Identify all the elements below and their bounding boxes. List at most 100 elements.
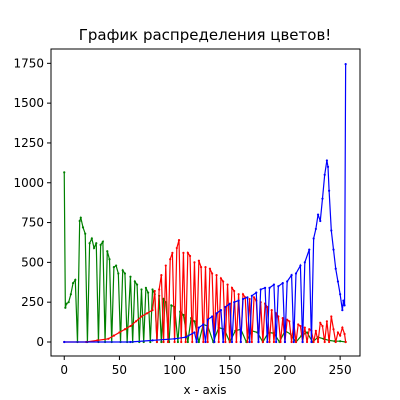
y-tick-label: 1000 bbox=[13, 176, 44, 190]
data-point bbox=[173, 337, 176, 340]
data-point bbox=[344, 340, 347, 344]
data-point bbox=[261, 340, 264, 344]
data-point bbox=[117, 272, 120, 275]
data-point bbox=[279, 340, 282, 344]
data-point bbox=[164, 264, 167, 267]
data-point bbox=[266, 305, 269, 309]
data-point bbox=[277, 315, 280, 318]
data-point bbox=[195, 340, 198, 344]
data-point bbox=[228, 340, 231, 344]
data-point bbox=[184, 340, 187, 344]
data-point bbox=[170, 304, 173, 307]
y-tick-label: 1500 bbox=[13, 96, 44, 110]
data-point bbox=[101, 240, 104, 243]
data-point bbox=[219, 309, 223, 312]
data-point bbox=[191, 340, 194, 344]
data-point bbox=[95, 242, 98, 245]
data-point bbox=[325, 320, 328, 323]
data-point bbox=[319, 219, 322, 223]
data-point bbox=[299, 264, 302, 267]
data-point bbox=[123, 328, 127, 331]
data-point bbox=[272, 340, 276, 344]
data-point bbox=[115, 264, 118, 267]
series-line-2 bbox=[64, 64, 347, 343]
y-tick-label: 500 bbox=[21, 255, 44, 269]
data-point bbox=[151, 339, 154, 342]
data-point bbox=[176, 340, 180, 344]
data-point bbox=[140, 315, 143, 318]
data-point bbox=[308, 328, 311, 331]
data-point bbox=[186, 251, 189, 254]
data-point bbox=[175, 246, 178, 250]
data-point bbox=[330, 229, 333, 232]
data-point bbox=[328, 189, 331, 192]
data-point bbox=[193, 261, 196, 264]
data-point bbox=[133, 280, 136, 283]
y-tick-label: 750 bbox=[21, 216, 44, 230]
x-tick-label: 200 bbox=[274, 363, 297, 377]
data-point bbox=[281, 281, 284, 285]
data-point bbox=[147, 291, 150, 294]
data-point bbox=[344, 63, 347, 66]
data-point bbox=[63, 340, 66, 344]
data-point bbox=[79, 216, 82, 219]
data-point bbox=[171, 251, 174, 254]
data-point bbox=[129, 275, 132, 278]
data-point bbox=[294, 340, 298, 344]
data-point bbox=[180, 340, 183, 344]
data-point bbox=[312, 237, 315, 240]
data-point bbox=[162, 340, 165, 344]
data-point bbox=[213, 340, 216, 344]
data-point bbox=[326, 165, 330, 168]
data-point bbox=[248, 297, 251, 301]
data-point bbox=[294, 272, 298, 275]
data-point bbox=[323, 173, 326, 176]
data-point bbox=[135, 283, 139, 286]
data-point bbox=[67, 301, 70, 304]
data-point bbox=[281, 317, 284, 320]
data-point bbox=[314, 329, 317, 332]
data-point bbox=[270, 309, 273, 312]
data-point bbox=[272, 283, 276, 286]
y-tick-label: 1250 bbox=[13, 136, 44, 150]
axis-ticks: 0 50 100 150 200 250 0 250 500 750 1000 1250 1500 175… bbox=[13, 56, 351, 377]
data-point bbox=[246, 340, 249, 344]
data-point bbox=[339, 293, 342, 296]
data-point bbox=[233, 289, 236, 293]
data-point bbox=[193, 331, 196, 334]
data-point bbox=[65, 302, 68, 305]
data-point bbox=[321, 324, 324, 328]
data-point bbox=[222, 340, 225, 344]
data-point bbox=[275, 340, 278, 344]
axes-frame bbox=[50, 48, 361, 357]
data-point bbox=[177, 238, 181, 242]
data-point bbox=[310, 340, 313, 344]
data-point bbox=[206, 340, 209, 344]
x-tick-label: 150 bbox=[218, 363, 241, 377]
data-point bbox=[112, 266, 115, 269]
data-point bbox=[118, 331, 121, 334]
data-point bbox=[153, 289, 156, 293]
data-point bbox=[224, 305, 227, 309]
data-point bbox=[88, 242, 91, 245]
data-point bbox=[303, 261, 306, 264]
data-point bbox=[241, 293, 245, 296]
x-tick-label: 100 bbox=[163, 363, 186, 377]
y-tick-label: 250 bbox=[21, 295, 44, 309]
data-point bbox=[268, 340, 271, 344]
data-point bbox=[259, 288, 262, 291]
data-point bbox=[204, 340, 207, 344]
data-point bbox=[332, 328, 335, 331]
data-point bbox=[325, 159, 328, 162]
data-point bbox=[182, 251, 185, 254]
data-point bbox=[160, 274, 163, 277]
data-point bbox=[145, 312, 149, 315]
data-point bbox=[149, 340, 152, 344]
data-point bbox=[250, 340, 253, 344]
data-point bbox=[144, 286, 148, 289]
data-point bbox=[277, 285, 280, 288]
data-point bbox=[305, 331, 309, 334]
data-point bbox=[226, 283, 229, 286]
data-point bbox=[314, 227, 317, 231]
